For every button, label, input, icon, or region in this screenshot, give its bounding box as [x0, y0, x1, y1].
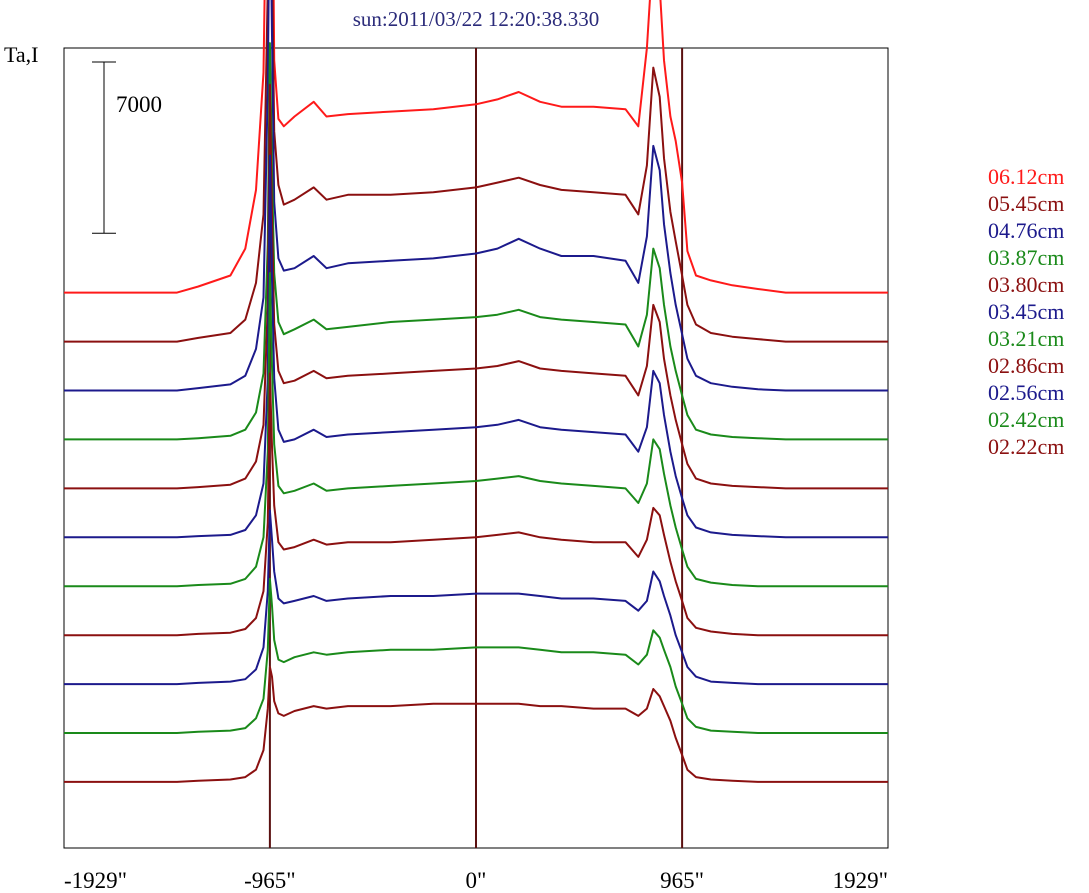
- x-tick-label: 965": [660, 868, 704, 893]
- x-tick-label: -1929": [64, 868, 127, 893]
- legend-entry: 06.12cm: [988, 164, 1064, 189]
- scale-bar-label: 7000: [116, 92, 162, 117]
- series-lines: [64, 0, 888, 783]
- series-line-04.76cm: [64, 0, 888, 392]
- y-axis-label: Ta,I: [4, 42, 39, 67]
- series-line-02.42cm: [64, 577, 888, 734]
- legend-entry: 04.76cm: [988, 218, 1064, 243]
- legend: 06.12cm05.45cm04.76cm03.87cm03.80cm03.45…: [988, 164, 1064, 459]
- series-line-03.45cm: [64, 154, 888, 539]
- series-line-02.56cm: [64, 509, 888, 686]
- legend-entry: 03.87cm: [988, 245, 1064, 270]
- series-line-05.45cm: [64, 0, 888, 343]
- legend-entry: 02.42cm: [988, 407, 1064, 432]
- series-line-03.87cm: [64, 42, 888, 441]
- marker-lines: [268, 48, 684, 848]
- x-tick-label: -965": [244, 868, 296, 893]
- legend-entry: 02.86cm: [988, 353, 1064, 378]
- legend-entry: 03.21cm: [988, 326, 1064, 351]
- chart-title: sun:2011/03/22 12:20:38.330: [353, 7, 600, 31]
- series-line-03.80cm: [64, 83, 888, 490]
- x-tick-labels: -1929" -965" 0" 965" 1929": [64, 868, 888, 893]
- legend-entry: 02.22cm: [988, 434, 1064, 459]
- legend-entry: 03.45cm: [988, 299, 1064, 324]
- series-line-02.86cm: [64, 372, 888, 637]
- series-line-03.21cm: [64, 272, 888, 588]
- x-tick-label: 1929": [833, 868, 888, 893]
- series-line-02.22cm: [64, 666, 888, 783]
- x-tick-label: 0": [466, 868, 487, 893]
- series-line-06.12cm: [64, 0, 888, 294]
- legend-entry: 02.56cm: [988, 380, 1064, 405]
- scale-bar: 7000: [92, 61, 162, 234]
- legend-entry: 05.45cm: [988, 191, 1064, 216]
- legend-entry: 03.80cm: [988, 272, 1064, 297]
